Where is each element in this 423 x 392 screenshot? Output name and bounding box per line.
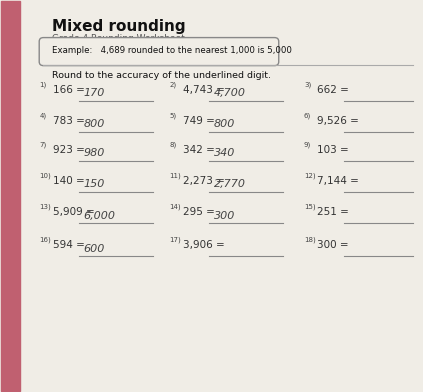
Text: 800: 800 — [83, 119, 105, 129]
Text: 170: 170 — [83, 88, 105, 98]
Text: 103 =: 103 = — [317, 145, 349, 155]
Text: 166 =: 166 = — [52, 85, 85, 95]
Text: Mixed rounding: Mixed rounding — [52, 19, 185, 34]
Text: 980: 980 — [83, 148, 105, 158]
Text: Grade 4 Rounding Worksheet: Grade 4 Rounding Worksheet — [52, 34, 184, 44]
Text: 8): 8) — [170, 142, 177, 148]
Text: Round to the accuracy of the underlined digit.: Round to the accuracy of the underlined … — [52, 71, 271, 80]
Text: 14): 14) — [170, 204, 181, 211]
Text: 300 =: 300 = — [317, 240, 349, 250]
Text: 16): 16) — [39, 237, 51, 243]
Text: 9,526 =: 9,526 = — [317, 116, 359, 126]
Text: Example:   4,689 rounded to the nearest 1,000 is 5,000: Example: 4,689 rounded to the nearest 1,… — [52, 46, 292, 55]
Text: 15): 15) — [304, 204, 316, 211]
Text: 3): 3) — [304, 81, 311, 88]
Text: 749 =: 749 = — [183, 116, 215, 126]
Text: 2,770: 2,770 — [214, 180, 246, 189]
Text: 600: 600 — [83, 243, 105, 254]
Text: 340: 340 — [214, 148, 235, 158]
Text: 4): 4) — [39, 113, 47, 119]
Text: 3,906 =: 3,906 = — [183, 240, 225, 250]
Text: 9): 9) — [304, 142, 311, 148]
Text: 6,000: 6,000 — [83, 211, 115, 221]
Text: 923 =: 923 = — [52, 145, 85, 155]
Text: 140 =: 140 = — [52, 176, 85, 186]
Text: 17): 17) — [170, 237, 181, 243]
Text: 7): 7) — [39, 142, 47, 148]
Text: 800: 800 — [214, 119, 235, 129]
Text: 150: 150 — [83, 180, 105, 189]
Text: 300: 300 — [214, 211, 235, 221]
Text: 5,909 =: 5,909 = — [52, 207, 94, 218]
Text: 12): 12) — [304, 173, 316, 179]
Text: 783 =: 783 = — [52, 116, 85, 126]
Text: 662 =: 662 = — [317, 85, 349, 95]
Text: 295 =: 295 = — [183, 207, 215, 218]
Bar — [1, 2, 20, 390]
Text: 342 =: 342 = — [183, 145, 215, 155]
Text: 4,700: 4,700 — [214, 88, 246, 98]
Text: 2,273 =: 2,273 = — [183, 176, 225, 186]
Text: 1): 1) — [39, 81, 47, 88]
Text: 4,743 =: 4,743 = — [183, 85, 225, 95]
Text: 251 =: 251 = — [317, 207, 349, 218]
Text: 13): 13) — [39, 204, 51, 211]
Text: 11): 11) — [170, 173, 181, 179]
Text: 18): 18) — [304, 237, 316, 243]
Text: 6): 6) — [304, 113, 311, 119]
FancyBboxPatch shape — [39, 38, 279, 65]
Text: 5): 5) — [170, 113, 177, 119]
Text: 2): 2) — [170, 81, 177, 88]
Text: 7,144 =: 7,144 = — [317, 176, 359, 186]
Text: 10): 10) — [39, 173, 51, 179]
Text: 594 =: 594 = — [52, 240, 85, 250]
